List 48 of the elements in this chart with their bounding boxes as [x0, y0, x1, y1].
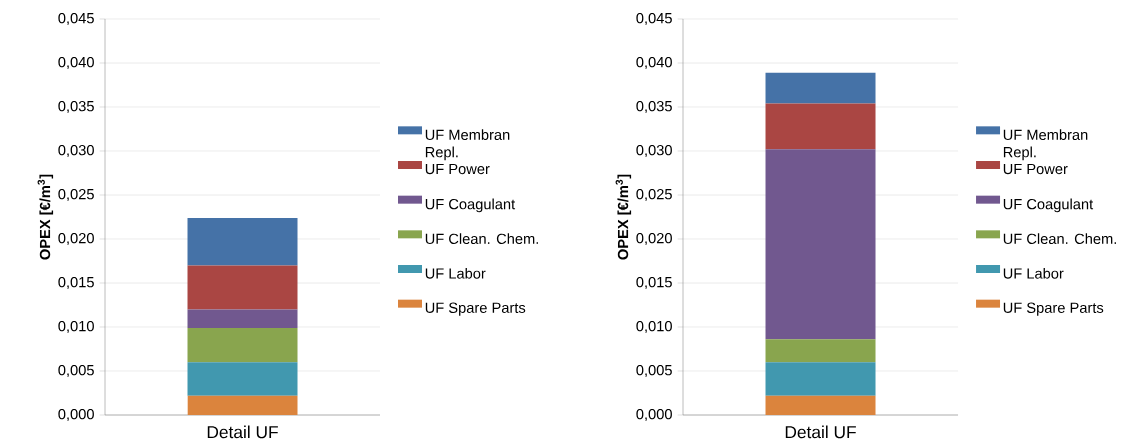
- bar: [187, 217, 298, 266]
- bar: [765, 362, 876, 396]
- legend-label: UF Clean. Chem.: [425, 233, 538, 245]
- y-tick-label: 0,010: [58, 320, 94, 334]
- bar: [765, 339, 876, 363]
- y-tick-label: 0,000: [58, 408, 94, 422]
- bar: [187, 309, 298, 328]
- legend-label: UF Labor: [425, 267, 486, 279]
- y-tick-label: 0,015: [58, 276, 94, 290]
- y-tick-label: 0,025: [58, 188, 94, 202]
- bar: [187, 265, 298, 310]
- y-tick-label: 0,040: [636, 56, 672, 70]
- bar: [765, 72, 876, 104]
- legend-label: UF Power: [425, 163, 490, 175]
- y-tick-label: 0,035: [636, 100, 672, 114]
- y-tick-label: 0,030: [636, 144, 672, 158]
- y-tick-label: 0,045: [58, 12, 94, 26]
- y-tick-label: 0,020: [58, 232, 94, 246]
- legend-label: UF Spare Parts: [1003, 302, 1104, 316]
- bar: [187, 395, 298, 415]
- x-tick-label: Detail UF: [207, 425, 278, 439]
- y-tick-label: 0,030: [58, 144, 94, 158]
- legend-label: UF Power: [1003, 163, 1068, 175]
- legend-label: UF Coagulant: [425, 198, 516, 213]
- y-tick-label: 0,000: [636, 408, 672, 422]
- y-tick-label: 0,020: [636, 232, 672, 246]
- bar: [765, 149, 876, 340]
- legend-label: UF Membran Repl.: [425, 129, 510, 161]
- y-tick-label: 0,005: [58, 364, 94, 378]
- y-tick-label: 0,005: [636, 364, 672, 378]
- y-tick-label: 0,015: [636, 276, 672, 290]
- bar: [187, 327, 298, 363]
- y-tick-label: 0,040: [58, 56, 94, 70]
- legend-label: UF Coagulant: [1003, 198, 1094, 213]
- bar: [765, 395, 876, 415]
- legend-label: UF Labor: [1003, 267, 1064, 279]
- legend-label: UF Clean. Chem.: [1003, 233, 1116, 245]
- legend-label: UF Membran Repl.: [1003, 129, 1088, 161]
- y-axis-title: OPEX [€/m$^{3}$]: [615, 174, 632, 260]
- x-tick-label: Detail UF: [785, 425, 856, 439]
- legend-label: UF Spare Parts: [425, 302, 526, 316]
- y-tick-label: 0,045: [636, 12, 672, 26]
- bar: [765, 103, 876, 150]
- bar: [187, 362, 298, 396]
- y-tick-label: 0,010: [636, 320, 672, 334]
- y-axis-title: OPEX [€/m$^{3}$]: [37, 174, 54, 260]
- y-tick-label: 0,025: [636, 188, 672, 202]
- y-tick-label: 0,035: [58, 100, 94, 114]
